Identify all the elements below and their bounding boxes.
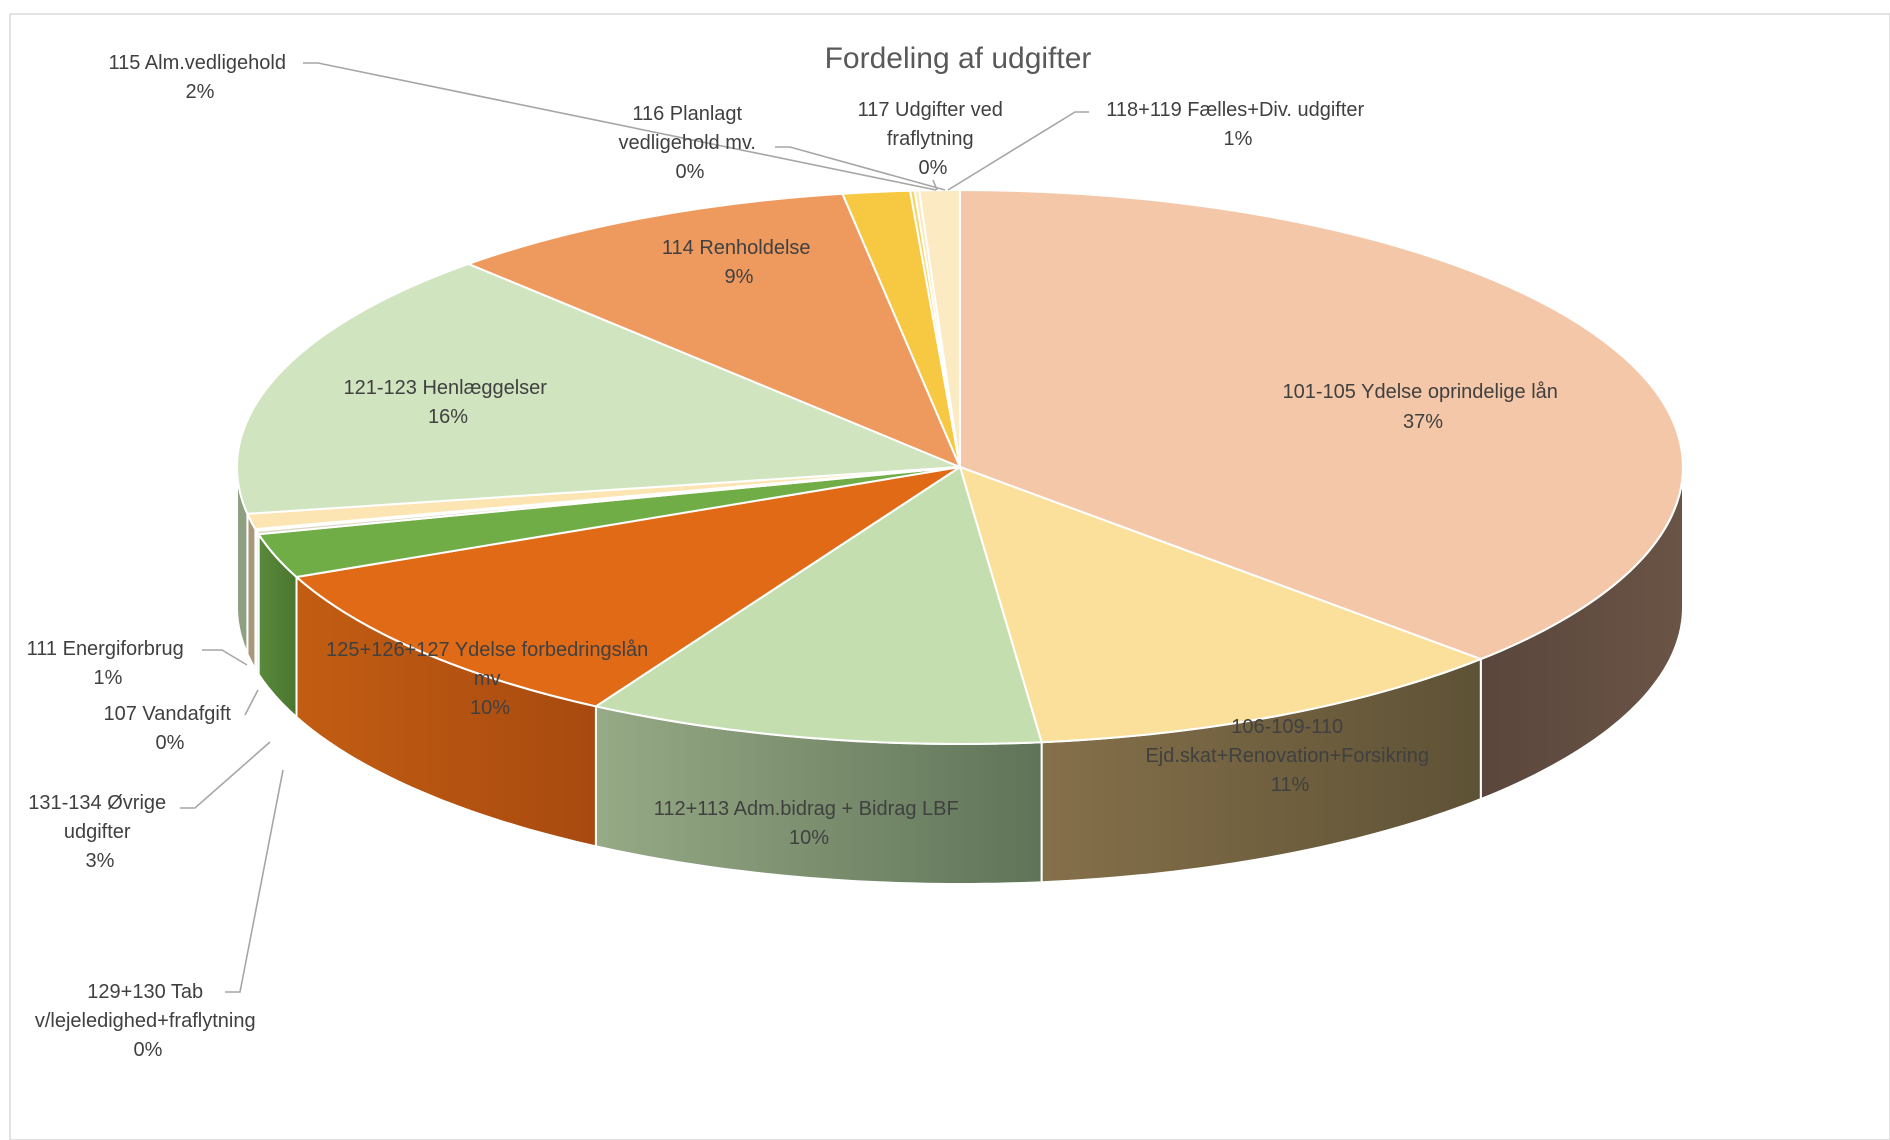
slice-s121 [236,262,961,515]
slice-side-s111 [246,513,257,670]
leader-s111 [202,649,248,666]
label-s114: 114 Renholdelse 9% [662,237,816,288]
label-s111: 111 Energiforbrug 1% [27,638,190,689]
slice-s118 [917,188,961,468]
leader-s117 [932,179,938,191]
label-s118: 118+119 Fælles+Div. udgifter 1% [1106,99,1369,150]
label-s101: 101-105 Ydelse oprindelige lån 37% [1283,381,1564,433]
label-s117: 117 Udgifter ved fraflytning 0% [858,99,1009,179]
label-s129: 129+130 Tab v/lejeledighed+fraflytning 0… [35,981,261,1061]
slice-s112 [593,465,1043,745]
label-s112: 112+113 Adm.bidrag + Bidrag LBF 10% [654,798,965,849]
label-s116: 116 Planlagt vedligehold mv. 0% [618,103,761,183]
slice-s114 [465,192,962,469]
leader-s131 [180,741,271,809]
label-s106: 106-109-110 Ejd.skat+Renovation+Forsikri… [1145,716,1434,796]
data-labels: 101-105 Ydelse oprindelige lån 37% 106-1… [27,52,1564,1061]
pie-sides [236,466,1684,885]
leader-s118 [947,111,1089,191]
label-s125: 125+126+127 Ydelse forbedringslån mv 10% [326,639,654,719]
pie-tops [236,188,1684,745]
leader-s115 [303,62,937,191]
label-s131: 131-134 Øvrige udgifter 3% [28,792,171,872]
leader-s129 [225,769,284,993]
leader-s116 [775,146,946,191]
slice-s106 [958,465,1484,744]
label-s107: 107 Vandafgift 0% [103,703,236,754]
slice-s125 [294,466,961,708]
leader-s107 [244,689,259,716]
chart-title: Fordeling af udgifter [825,42,1092,75]
slice-s101 [959,188,1684,661]
chart-frame [9,13,1890,1140]
leader-lines [180,62,1089,993]
label-s115: 115 Alm.vedligehold 2% [108,52,291,103]
label-s121: 121-123 Henlæggelser 16% [343,377,552,428]
